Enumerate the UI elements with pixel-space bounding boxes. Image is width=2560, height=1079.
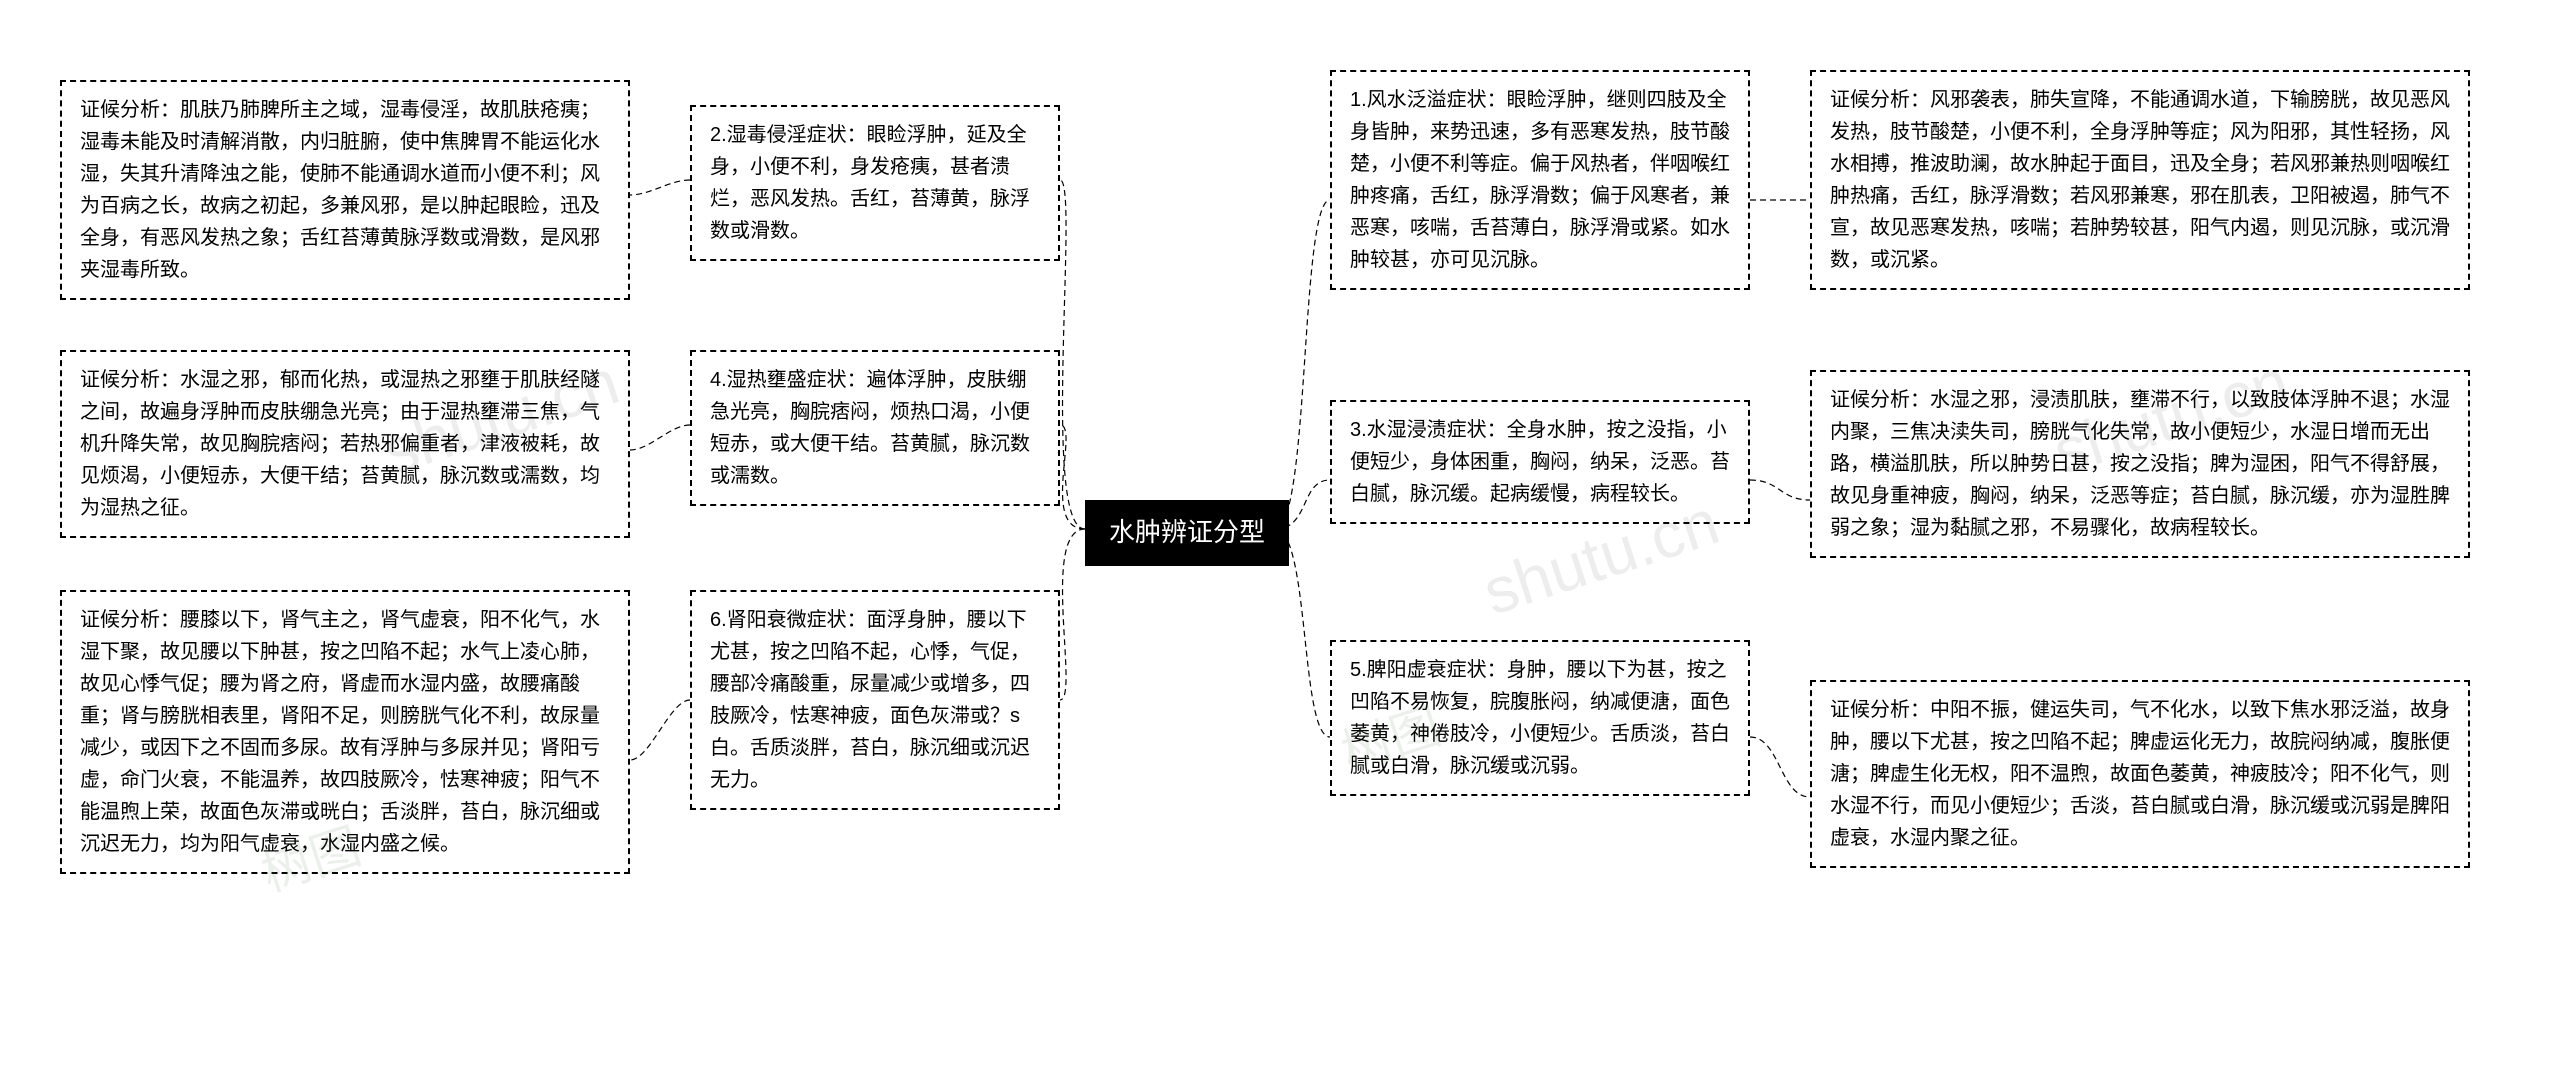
- node-text: 2.湿毒侵淫症状：眼睑浮肿，延及全身，小便不利，身发疮痍，甚者溃烂，恶风发热。舌…: [710, 124, 1030, 242]
- node-symptom-4: 4.湿热壅盛症状：遍体浮肿，皮肤绷急光亮，胸脘痞闷，烦热口渴，小便短赤，或大便干…: [690, 350, 1060, 506]
- node-symptom-6: 6.肾阳衰微症状：面浮身肿，腰以下尤甚，按之凹陷不起，心悸，气促，腰部冷痛酸重，…: [690, 590, 1060, 810]
- root-label: 水肿辨证分型: [1109, 517, 1265, 547]
- node-text: 证候分析：水湿之邪，浸渍肌肤，壅滞不行，以致肢体浮肿不退；水湿内聚，三焦决渎失司…: [1830, 389, 2450, 539]
- node-analysis-6: 证候分析：腰膝以下，肾气主之，肾气虚衰，阳不化气，水湿下聚，故见腰以下肿甚，按之…: [60, 590, 630, 874]
- node-text: 证候分析：风邪袭表，肺失宣降，不能通调水道，下输膀胱，故见恶风发热，肢节酸楚，小…: [1830, 89, 2450, 271]
- node-text: 4.湿热壅盛症状：遍体浮肿，皮肤绷急光亮，胸脘痞闷，烦热口渴，小便短赤，或大便干…: [710, 369, 1030, 487]
- node-analysis-5: 证候分析：中阳不振，健运失司，气不化水，以致下焦水邪泛溢，故身肿，腰以下尤甚，按…: [1810, 680, 2470, 868]
- node-analysis-3: 证候分析：水湿之邪，浸渍肌肤，壅滞不行，以致肢体浮肿不退；水湿内聚，三焦决渎失司…: [1810, 370, 2470, 558]
- node-text: 1.风水泛溢症状：眼睑浮肿，继则四肢及全身皆肿，来势迅速，多有恶寒发热，肢节酸楚…: [1350, 89, 1730, 271]
- node-text: 证候分析：中阳不振，健运失司，气不化水，以致下焦水邪泛溢，故身肿，腰以下尤甚，按…: [1830, 699, 2450, 849]
- node-symptom-3: 3.水湿浸渍症状：全身水肿，按之没指，小便短少，身体困重，胸闷，纳呆，泛恶。苔白…: [1330, 400, 1750, 524]
- node-symptom-5: 5.脾阳虚衰症状：身肿，腰以下为甚，按之凹陷不易恢复，脘腹胀闷，纳减便溏，面色萎…: [1330, 640, 1750, 796]
- node-text: 证候分析：腰膝以下，肾气主之，肾气虚衰，阳不化气，水湿下聚，故见腰以下肿甚，按之…: [80, 609, 600, 855]
- node-analysis-1: 证候分析：风邪袭表，肺失宣降，不能通调水道，下输膀胱，故见恶风发热，肢节酸楚，小…: [1810, 70, 2470, 290]
- node-analysis-2: 证候分析：肌肤乃肺脾所主之域，湿毒侵淫，故肌肤疮痍；湿毒未能及时清解消散，内归脏…: [60, 80, 630, 300]
- node-analysis-4: 证候分析：水湿之邪，郁而化热，或湿热之邪壅于肌肤经隧之间，故遍身浮肿而皮肤绷急光…: [60, 350, 630, 538]
- node-symptom-1: 1.风水泛溢症状：眼睑浮肿，继则四肢及全身皆肿，来势迅速，多有恶寒发热，肢节酸楚…: [1330, 70, 1750, 290]
- node-text: 证候分析：水湿之邪，郁而化热，或湿热之邪壅于肌肤经隧之间，故遍身浮肿而皮肤绷急光…: [80, 369, 600, 519]
- root-node: 水肿辨证分型: [1085, 500, 1289, 566]
- node-text: 5.脾阳虚衰症状：身肿，腰以下为甚，按之凹陷不易恢复，脘腹胀闷，纳减便溏，面色萎…: [1350, 659, 1730, 777]
- node-text: 6.肾阳衰微症状：面浮身肿，腰以下尤甚，按之凹陷不起，心悸，气促，腰部冷痛酸重，…: [710, 609, 1030, 791]
- node-text: 证候分析：肌肤乃肺脾所主之域，湿毒侵淫，故肌肤疮痍；湿毒未能及时清解消散，内归脏…: [80, 99, 600, 281]
- node-text: 3.水湿浸渍症状：全身水肿，按之没指，小便短少，身体困重，胸闷，纳呆，泛恶。苔白…: [1350, 419, 1730, 505]
- node-symptom-2: 2.湿毒侵淫症状：眼睑浮肿，延及全身，小便不利，身发疮痍，甚者溃烂，恶风发热。舌…: [690, 105, 1060, 261]
